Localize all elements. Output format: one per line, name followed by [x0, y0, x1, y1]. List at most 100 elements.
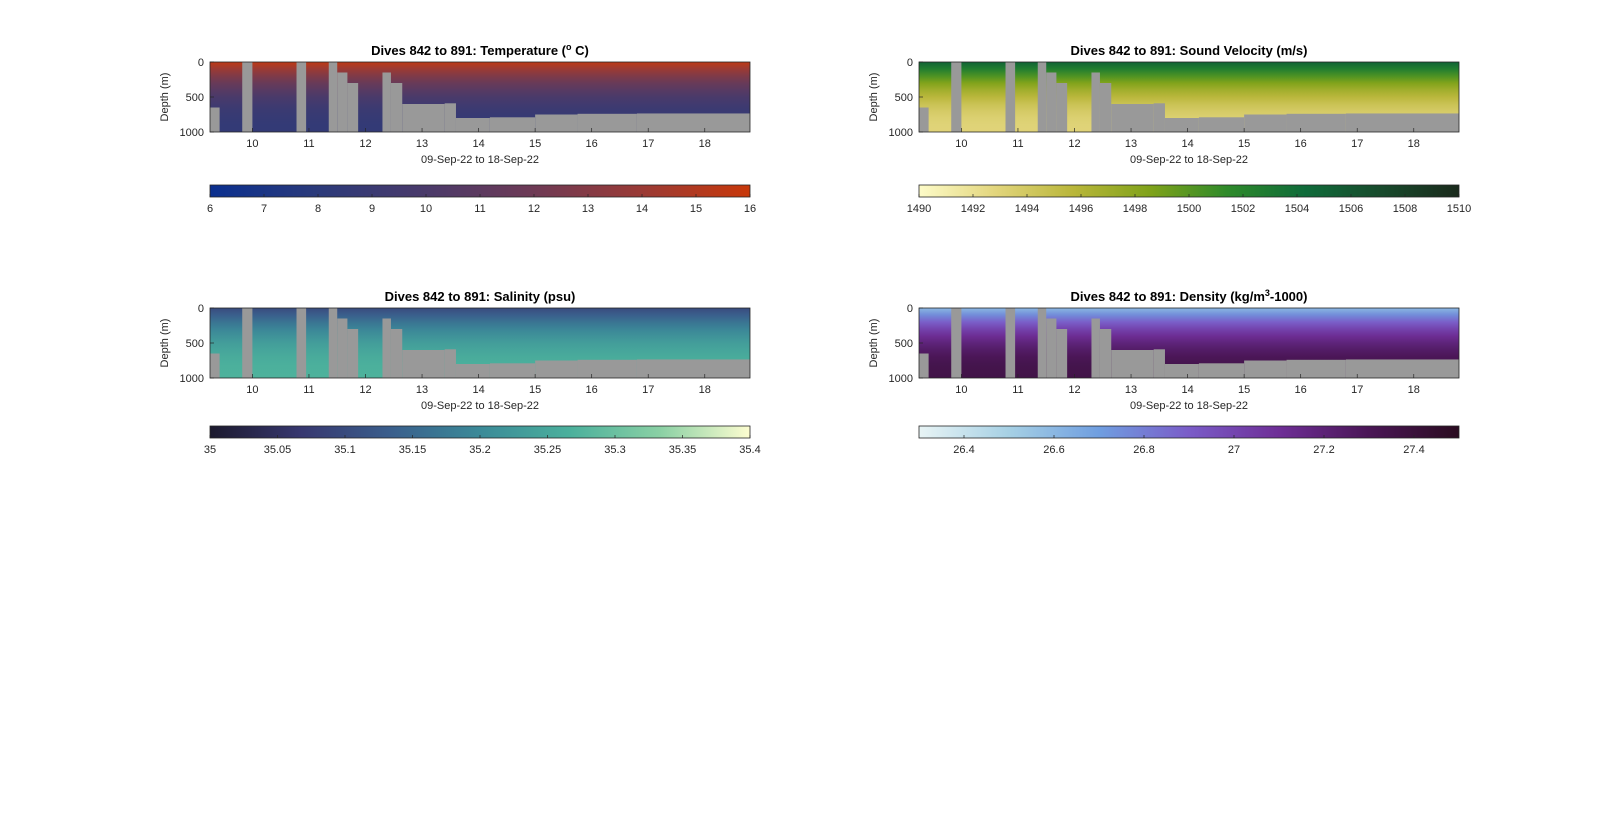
x-tick-label: 17 — [642, 138, 654, 150]
x-tick-label: 13 — [1125, 138, 1137, 150]
x-axis-label: 09-Sep-22 to 18-Sep-22 — [421, 154, 539, 166]
nodata-column — [210, 353, 220, 378]
colorbar-tick-label: 7 — [261, 203, 267, 215]
nodata-column — [1005, 62, 1016, 132]
y-tick-label: 1000 — [889, 127, 913, 139]
nodata-column — [402, 104, 445, 132]
colorbar-tick-label: 1492 — [961, 203, 985, 215]
colorbar-tick-label: 35.15 — [399, 444, 427, 456]
nodata-column — [489, 117, 536, 132]
x-tick-label: 14 — [1181, 138, 1193, 150]
colorbar-tick-label: 1504 — [1285, 203, 1309, 215]
nodata-column — [1286, 113, 1346, 132]
x-tick-label: 14 — [472, 138, 484, 150]
colorbar-tick-label: 1498 — [1123, 203, 1147, 215]
panel-1: Dives 842 to 891: Temperature (o C) 10 11 1… — [159, 42, 756, 215]
colorbar-tick-label: 13 — [582, 203, 594, 215]
colorbar-tick-label: 8 — [315, 203, 321, 215]
y-tick-label: 0 — [198, 303, 204, 315]
nodata-column — [1198, 363, 1245, 378]
colorbar-tick-label: 15 — [690, 203, 702, 215]
y-axis-label: Depth (m) — [868, 73, 880, 122]
colorbar-tick-label: 26.6 — [1043, 444, 1064, 456]
colorbar: 6 7 8 9 10 11 12 13 14 15 16 — [207, 184, 756, 215]
nodata-column — [444, 103, 456, 132]
nodata-column — [296, 62, 307, 132]
colorbar-tick-label: 35.2 — [469, 444, 490, 456]
nodata-column — [347, 83, 359, 132]
x-axis-label: 09-Sep-22 to 18-Sep-22 — [1130, 400, 1248, 412]
nodata-column — [1046, 72, 1057, 132]
nodata-column — [455, 118, 490, 132]
colorbar-tick-label: 9 — [369, 203, 375, 215]
colorbar-tick-label: 1494 — [1015, 203, 1039, 215]
nodata-column — [242, 62, 253, 132]
colorbar-tick-label: 35 — [204, 444, 216, 456]
chart-title: Dives 842 to 891: Temperature (o C) — [371, 42, 589, 58]
colorbar-tick-label: 35.4 — [739, 444, 760, 456]
nodata-column — [577, 359, 637, 378]
nodata-column — [390, 329, 403, 378]
colorbar-tick-label: 1502 — [1231, 203, 1255, 215]
nodata-column — [1153, 103, 1165, 132]
panel-3: Dives 842 to 891: Salinity (psu) 10 11 12 13… — [159, 289, 761, 456]
x-tick-label: 12 — [359, 384, 371, 396]
nodata-column — [1111, 350, 1154, 378]
nodata-column — [328, 308, 338, 378]
y-tick-label: 1000 — [180, 127, 204, 139]
nodata-column — [296, 308, 307, 378]
colorbar-tick-label: 11 — [474, 203, 485, 215]
panel-4: Dives 842 to 891: Density (kg/m3-1000) 10… — [868, 288, 1460, 456]
nodata-column — [951, 308, 962, 378]
x-tick-label: 11 — [303, 384, 314, 396]
x-tick-label: 11 — [303, 138, 314, 150]
x-tick-label: 12 — [1068, 138, 1080, 150]
x-tick-label: 18 — [699, 384, 711, 396]
x-tick-label: 14 — [1181, 384, 1193, 396]
nodata-column — [1345, 113, 1459, 132]
y-tick-label: 0 — [198, 57, 204, 69]
x-tick-label: 17 — [1351, 384, 1363, 396]
nodata-column — [210, 107, 220, 132]
nodata-column — [1244, 360, 1287, 378]
colorbar-tick-label: 35.05 — [264, 444, 292, 456]
colorbar-tick-label: 16 — [744, 203, 756, 215]
colorbar-tick-label: 27.2 — [1313, 444, 1334, 456]
x-tick-label: 18 — [699, 138, 711, 150]
x-tick-label: 18 — [1408, 384, 1420, 396]
colorbar-tick-label: 1506 — [1339, 203, 1363, 215]
nodata-column — [390, 83, 403, 132]
nodata-column — [347, 329, 359, 378]
colorbar: 35 35.05 35.1 35.15 35.2 35.25 35.3 35.35 35.4 — [204, 425, 761, 456]
x-tick-label: 15 — [529, 384, 541, 396]
panel-2: Dives 842 to 891: Sound Velocity (m/s) 10… — [868, 43, 1471, 215]
colorbar-tick-label: 12 — [528, 203, 540, 215]
nodata-column — [1091, 318, 1100, 378]
colorbar-tick-label: 1490 — [907, 203, 931, 215]
colorbar-tick-label: 14 — [636, 203, 648, 215]
chart-title: Dives 842 to 891: Salinity (psu) — [385, 289, 576, 304]
y-axis-label: Depth (m) — [159, 73, 171, 122]
colorbar: 26.4 26.6 26.8 27 27.2 27.4 — [918, 425, 1460, 456]
nodata-column — [636, 359, 750, 378]
colorbar-tick-label: 35.1 — [334, 444, 355, 456]
nodata-column — [382, 72, 391, 132]
nodata-column — [535, 114, 578, 132]
nodata-column — [1244, 114, 1287, 132]
x-tick-label: 11 — [1012, 138, 1023, 150]
x-tick-label: 12 — [359, 138, 371, 150]
x-tick-label: 17 — [642, 384, 654, 396]
y-tick-label: 500 — [895, 338, 913, 350]
colorbar-tick-label: 35.35 — [669, 444, 697, 456]
x-tick-label: 11 — [1012, 384, 1023, 396]
x-axis-label: 09-Sep-22 to 18-Sep-22 — [421, 400, 539, 412]
nodata-column — [1153, 349, 1165, 378]
nodata-column — [577, 113, 637, 132]
x-tick-label: 12 — [1068, 384, 1080, 396]
nodata-column — [636, 113, 750, 132]
x-tick-label: 15 — [1238, 138, 1250, 150]
nodata-column — [1286, 359, 1346, 378]
nodata-column — [1091, 72, 1100, 132]
nodata-column — [1164, 364, 1199, 378]
